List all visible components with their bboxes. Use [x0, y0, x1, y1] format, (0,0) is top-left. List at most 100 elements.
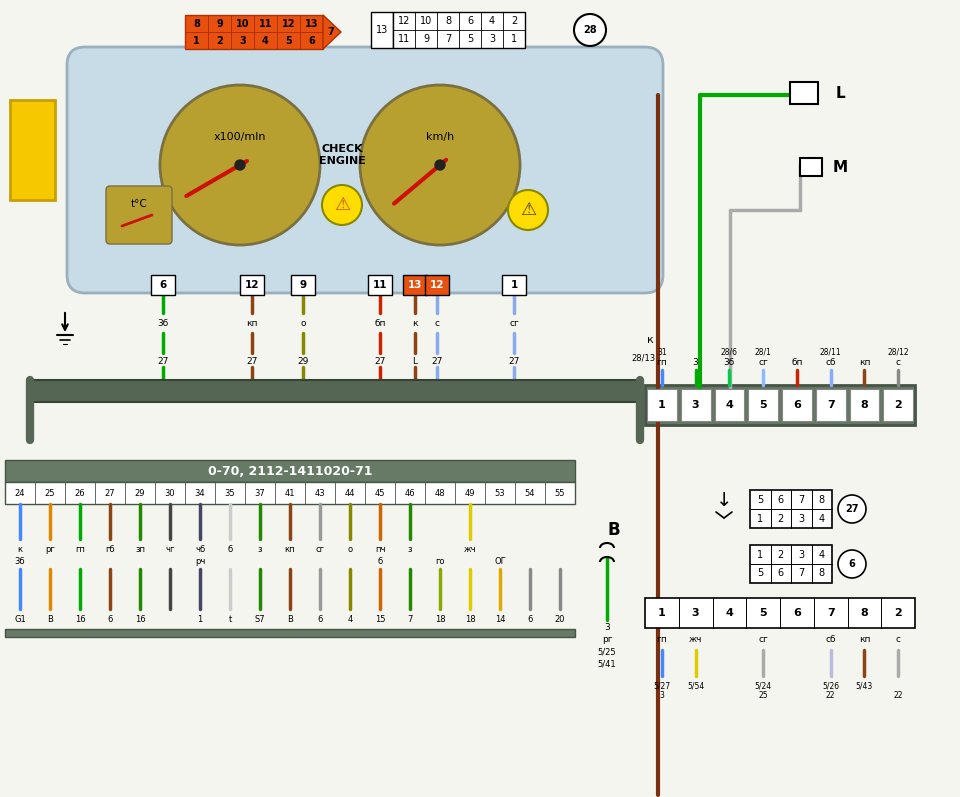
Text: сг: сг [758, 358, 768, 367]
Text: 2: 2 [895, 400, 902, 410]
Text: 3: 3 [692, 400, 700, 410]
Text: 55: 55 [555, 489, 565, 497]
Text: 29: 29 [134, 489, 145, 497]
Text: 9: 9 [423, 34, 429, 44]
Text: 8: 8 [860, 400, 868, 410]
Text: 2: 2 [895, 608, 902, 618]
Bar [30, 380, 640, 402]
Text: 28/13: 28/13 [631, 354, 655, 363]
Text: 5/26: 5/26 [822, 681, 839, 690]
Text: 7: 7 [444, 34, 451, 44]
Bar [502, 275, 526, 295]
Text: 48: 48 [435, 489, 445, 497]
Text: 9: 9 [216, 18, 223, 29]
Text: 6: 6 [793, 400, 801, 410]
Text: 7: 7 [827, 400, 834, 410]
Text: 3: 3 [660, 692, 664, 701]
Bar [714, 389, 744, 421]
Text: 22: 22 [826, 692, 835, 701]
Text: 13: 13 [376, 25, 388, 35]
Text: 3б: 3б [157, 319, 169, 328]
Text: 11: 11 [372, 280, 387, 290]
Text: 5: 5 [759, 400, 767, 410]
Text: 5/43: 5/43 [855, 681, 873, 690]
Text: сг: сг [758, 635, 768, 645]
Text: CHECK
ENGINE: CHECK ENGINE [319, 144, 366, 166]
Text: ⚠: ⚠ [520, 201, 536, 219]
Bar [850, 389, 879, 421]
Text: 11: 11 [259, 18, 273, 29]
Text: G1: G1 [14, 614, 26, 623]
Text: бп: бп [374, 319, 386, 328]
Text: жч: жч [464, 545, 476, 555]
Text: 1: 1 [193, 36, 200, 45]
Text: рч: рч [195, 556, 205, 566]
Text: B: B [287, 614, 293, 623]
Bar [393, 12, 525, 48]
Text: к: к [17, 545, 23, 555]
Text: 15: 15 [374, 614, 385, 623]
Text: 25: 25 [45, 489, 56, 497]
Text: с: с [896, 635, 900, 645]
Bar [816, 389, 846, 421]
Text: 3б: 3б [14, 556, 25, 566]
Text: 1: 1 [198, 614, 203, 623]
Bar [291, 275, 315, 295]
Text: 5/24: 5/24 [755, 681, 772, 690]
Text: 7: 7 [827, 608, 834, 618]
Text: чб: чб [195, 545, 205, 555]
Text: с: с [435, 319, 440, 328]
Text: 8: 8 [444, 16, 451, 26]
Text: 6: 6 [849, 559, 855, 569]
Text: 3: 3 [798, 549, 804, 559]
Text: 6: 6 [778, 494, 783, 505]
Text: 31: 31 [657, 347, 666, 356]
Text: 12: 12 [281, 18, 296, 29]
Text: сг: сг [509, 319, 519, 328]
Text: 12: 12 [397, 16, 410, 26]
Text: 7: 7 [327, 27, 334, 37]
Text: 4: 4 [489, 16, 495, 26]
Text: 3б: 3б [724, 358, 735, 367]
Text: рг: рг [45, 545, 55, 555]
Bar [782, 389, 812, 421]
Text: 5/25: 5/25 [598, 647, 616, 657]
Bar [750, 490, 832, 528]
Bar [5, 482, 575, 504]
Text: 12: 12 [245, 280, 259, 290]
Text: пч: пч [374, 545, 385, 555]
Text: 16: 16 [134, 614, 145, 623]
Bar [185, 15, 323, 49]
Text: 1: 1 [511, 280, 517, 290]
Text: к: к [647, 335, 654, 345]
Text: гб: гб [106, 545, 115, 555]
Text: 8: 8 [860, 608, 868, 618]
Bar [748, 389, 778, 421]
Text: 6: 6 [318, 614, 323, 623]
Text: зп: зп [135, 545, 145, 555]
Text: 28: 28 [583, 25, 597, 35]
Text: В: В [608, 521, 620, 539]
Text: 1: 1 [757, 513, 763, 524]
Text: 45: 45 [374, 489, 385, 497]
Bar [5, 629, 575, 637]
Text: 20: 20 [555, 614, 565, 623]
Text: 1: 1 [511, 34, 517, 44]
Text: 7: 7 [798, 494, 804, 505]
Text: 12: 12 [430, 280, 444, 290]
Text: B: B [47, 614, 53, 623]
Text: с: с [896, 358, 900, 367]
Text: 6: 6 [793, 608, 801, 618]
Text: кп: кп [247, 319, 257, 328]
Text: 29: 29 [298, 356, 309, 366]
Text: 13: 13 [304, 18, 319, 29]
Circle shape [322, 185, 362, 225]
Text: 44: 44 [345, 489, 355, 497]
Circle shape [574, 14, 606, 46]
Text: 43: 43 [315, 489, 325, 497]
Bar [403, 275, 427, 295]
Bar [647, 389, 677, 421]
Text: 2: 2 [778, 549, 784, 559]
Text: 4: 4 [348, 614, 352, 623]
Text: 6: 6 [527, 614, 533, 623]
